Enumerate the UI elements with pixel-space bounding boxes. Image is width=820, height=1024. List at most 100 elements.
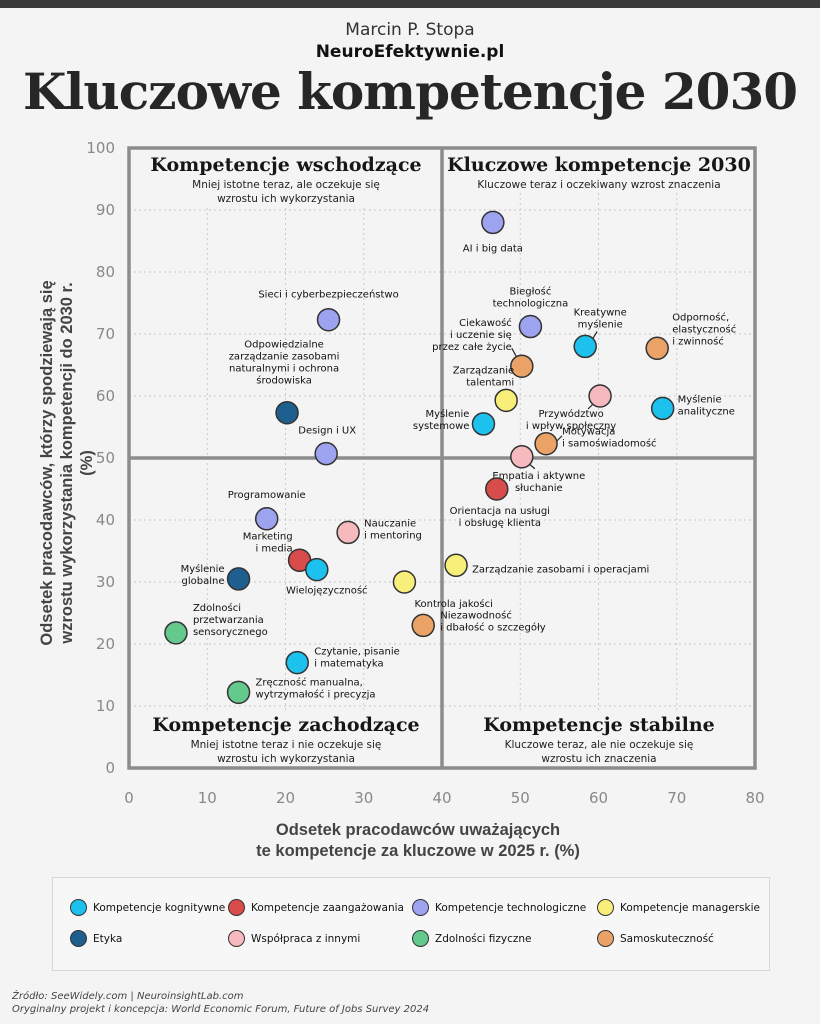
- data-point-label: talentami: [466, 377, 514, 388]
- legend-item: Samoskuteczność: [597, 930, 714, 947]
- data-point-label: Zarządzanie zasobami i operacjami: [472, 564, 649, 575]
- legend-swatch: [70, 930, 87, 947]
- data-point: [275, 400, 299, 425]
- data-point: [314, 441, 338, 466]
- data-point-label: Wielojęzyczność: [286, 585, 368, 597]
- data-point-label: naturalnymi i ochrona: [229, 364, 339, 375]
- y-tick-label: 10: [96, 697, 115, 715]
- x-tick-label: 20: [276, 789, 295, 807]
- data-point-label: elastyczność: [672, 323, 736, 335]
- data-point: [471, 412, 496, 436]
- data-point: [254, 507, 279, 531]
- data-point-label: systemowe: [413, 421, 470, 432]
- source-note: Źródło: SeeWidely.com | NeuroinsightLab.…: [12, 990, 429, 1016]
- data-point: [510, 354, 534, 378]
- data-point: [226, 680, 251, 705]
- quadrant-label-bg: [146, 713, 426, 765]
- legend-item: Etyka: [70, 930, 122, 947]
- legend-swatch: [412, 930, 429, 947]
- data-point: [226, 567, 251, 591]
- data-point-label: i obsługę klienta: [459, 518, 541, 529]
- y-tick-label: 0: [105, 759, 115, 777]
- x-axis-title: Odsetek pracodawców uważających: [276, 821, 560, 839]
- data-point-label: Zarządzanie: [453, 365, 514, 376]
- y-tick-label: 100: [86, 139, 115, 157]
- legend-item: Kompetencje kognitywne: [70, 899, 225, 916]
- data-point-label: Biegłość: [510, 286, 552, 298]
- data-point: [573, 334, 597, 359]
- data-point-label: Kontrola jakości: [414, 598, 492, 610]
- data-point-label: myślenie: [578, 318, 623, 330]
- legend-label: Samoskuteczność: [620, 932, 714, 945]
- data-point: [392, 570, 417, 594]
- data-point-label: Myślenie: [181, 563, 225, 575]
- quadrant-label-bg: [146, 153, 426, 205]
- data-point-label: globalne: [182, 576, 225, 587]
- data-point-label: i mentoring: [364, 530, 422, 541]
- quadrant-subtitle: Kluczowe teraz i oczekiwany wzrost znacz…: [477, 179, 720, 191]
- legend-item: Kompetencje technologiczne: [412, 899, 586, 916]
- quadrant-label-bg: [459, 153, 739, 191]
- x-tick-label: 70: [667, 789, 686, 807]
- quadrant-subtitle: Mniej istotne teraz i nie oczekuje się: [191, 739, 382, 751]
- data-point-label: i matematyka: [314, 659, 383, 670]
- y-tick-label: 70: [96, 325, 115, 343]
- data-point-label: i dbałość o szczegóły: [440, 621, 546, 633]
- data-point-label: Sieci i cyberbezpieczeństwo: [258, 289, 398, 301]
- data-point-label: Design i UX: [298, 426, 356, 437]
- data-point-label: AI i big data: [463, 243, 523, 254]
- legend-swatch: [228, 930, 245, 947]
- data-point: [305, 557, 329, 582]
- data-point-label: zarządzanie zasobami: [229, 352, 340, 363]
- quadrant-subtitle: Kluczowe teraz, ale nie oczekuje się: [505, 739, 694, 751]
- quadrant-subtitle: wzrostu ich wykorzystania: [217, 193, 355, 205]
- legend-swatch: [228, 899, 245, 916]
- y-tick-label: 30: [96, 573, 115, 591]
- data-point-label: Myślenie: [426, 408, 470, 420]
- data-point: [411, 613, 435, 638]
- y-axis-title: wzrostu wykorzystania kompetencji do 203…: [58, 282, 76, 644]
- x-tick-label: 50: [511, 789, 530, 807]
- y-tick-label: 90: [96, 201, 115, 219]
- legend-swatch: [597, 930, 614, 947]
- data-point-label: Motywacja: [562, 427, 615, 438]
- y-axis-title: (%): [78, 450, 96, 476]
- data-point-label: Kreatywne: [574, 307, 627, 318]
- legend-label: Etyka: [93, 932, 123, 945]
- y-tick-label: 20: [96, 635, 115, 653]
- data-point: [444, 553, 468, 578]
- data-point-label: i zwinność: [672, 335, 724, 347]
- legend-swatch: [597, 899, 614, 916]
- quadrant-subtitle: Mniej istotne teraz, ale oczekuje się: [192, 179, 380, 191]
- data-point: [316, 307, 341, 332]
- data-point-label: Przywództwo: [538, 408, 603, 420]
- data-point-label: wytrzymałość i precyzja: [256, 688, 376, 700]
- data-point-label: sensorycznego: [193, 627, 268, 638]
- legend-item: Zdolności fizyczne: [412, 930, 532, 947]
- data-point-label: przez całe życie: [432, 342, 512, 353]
- x-tick-label: 10: [198, 789, 217, 807]
- legend-label: Kompetencje managerskie: [620, 901, 760, 914]
- data-point-label: Niezawodność: [440, 609, 512, 621]
- quadrant-subtitle: wzrostu ich znaczenia: [541, 753, 656, 765]
- quadrant-label-bg: [459, 713, 739, 765]
- quadrant-title: Kompetencje zachodzące: [152, 714, 419, 736]
- data-point-label: Odporność,: [672, 311, 729, 323]
- data-point: [650, 396, 675, 421]
- legend-item: Współpraca z innymi: [228, 930, 360, 947]
- author-name: Marcin P. Stopa: [345, 20, 475, 40]
- data-point: [518, 314, 543, 339]
- data-point-label: Zręczność manualna,: [256, 676, 363, 688]
- data-point: [164, 621, 188, 645]
- x-tick-label: 0: [124, 789, 134, 807]
- data-point-label: Zdolności: [193, 602, 241, 614]
- data-point-label: słuchanie: [515, 483, 563, 494]
- y-tick-label: 60: [96, 387, 115, 405]
- legend-label: Zdolności fizyczne: [435, 932, 532, 945]
- data-point-label: analityczne: [678, 406, 735, 417]
- data-point-label: Orientacja na usługi: [450, 506, 550, 517]
- quadrant-subtitle: wzrostu ich wykorzystania: [217, 753, 355, 765]
- y-tick-label: 80: [96, 263, 115, 281]
- y-tick-label: 50: [96, 449, 115, 467]
- quadrant-title: Kluczowe kompetencje 2030: [447, 154, 751, 176]
